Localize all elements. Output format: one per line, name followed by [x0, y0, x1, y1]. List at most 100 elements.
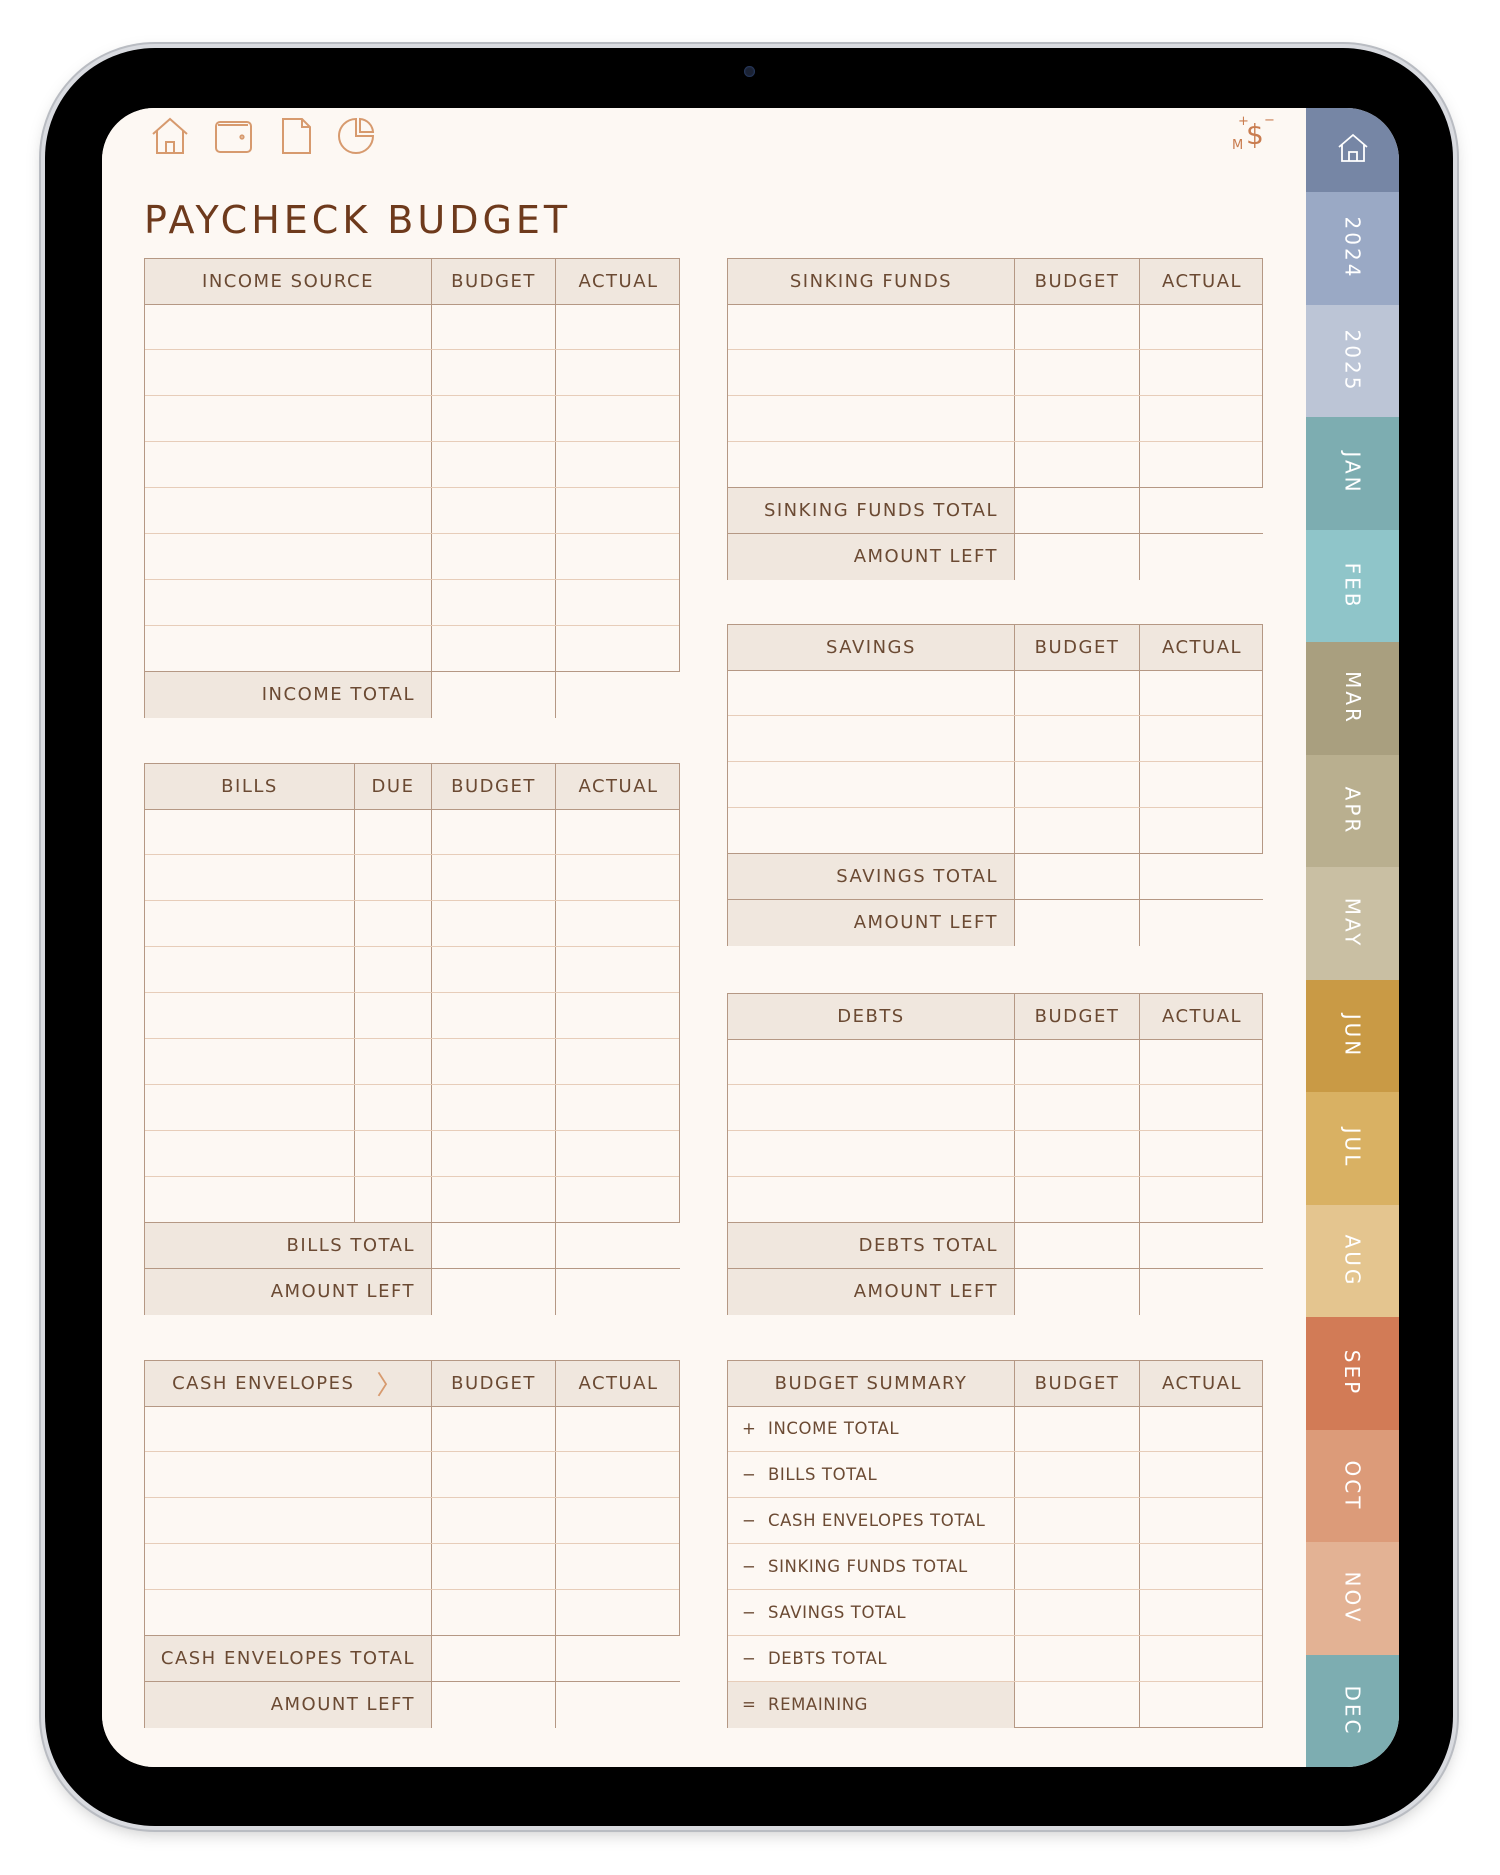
- input-cell[interactable]: [556, 442, 681, 487]
- actual-cell[interactable]: [1140, 1590, 1264, 1635]
- actual-total-cell[interactable]: [1140, 487, 1264, 533]
- actual-cell[interactable]: [1140, 1544, 1264, 1589]
- input-cell[interactable]: [1140, 670, 1264, 715]
- input-cell[interactable]: [145, 1451, 432, 1497]
- input-cell[interactable]: [728, 441, 1015, 487]
- input-cell[interactable]: [728, 303, 1015, 349]
- input-cell[interactable]: [432, 533, 556, 579]
- document-icon[interactable]: [276, 116, 316, 156]
- input-cell[interactable]: [556, 350, 681, 395]
- input-cell[interactable]: [556, 901, 681, 946]
- tab-jun[interactable]: JUN: [1306, 979, 1399, 1092]
- budget-cell[interactable]: [1015, 1681, 1140, 1728]
- input-cell[interactable]: [145, 579, 432, 625]
- input-cell[interactable]: [1015, 441, 1140, 487]
- budget-total-cell[interactable]: [432, 1635, 556, 1681]
- actual-cell[interactable]: [1140, 1406, 1264, 1451]
- input-cell[interactable]: [1140, 762, 1264, 807]
- input-cell[interactable]: [1015, 669, 1140, 715]
- actual-total-cell[interactable]: [556, 1222, 681, 1268]
- input-cell[interactable]: [1140, 1085, 1264, 1130]
- budget-total-cell[interactable]: [1015, 533, 1140, 580]
- input-cell[interactable]: [355, 1130, 432, 1176]
- input-cell[interactable]: [728, 1176, 1015, 1222]
- input-cell[interactable]: [432, 487, 556, 533]
- actual-total-cell[interactable]: [1140, 1268, 1264, 1315]
- input-cell[interactable]: [145, 1084, 355, 1130]
- input-cell[interactable]: [145, 1176, 355, 1222]
- input-cell[interactable]: [556, 1406, 681, 1451]
- input-cell[interactable]: [556, 1085, 681, 1130]
- input-cell[interactable]: [432, 1497, 556, 1543]
- input-cell[interactable]: [556, 1498, 681, 1543]
- budget-total-cell[interactable]: [1015, 1222, 1140, 1268]
- input-cell[interactable]: [432, 1405, 556, 1451]
- input-cell[interactable]: [432, 992, 556, 1038]
- input-cell[interactable]: [355, 808, 432, 854]
- actual-total-cell[interactable]: [1140, 1222, 1264, 1268]
- tab-2025[interactable]: 2025: [1306, 304, 1399, 417]
- input-cell[interactable]: [728, 715, 1015, 761]
- tab-aug[interactable]: AUG: [1306, 1204, 1399, 1317]
- input-cell[interactable]: [556, 626, 681, 671]
- input-cell[interactable]: [1015, 1176, 1140, 1222]
- input-cell[interactable]: [432, 1589, 556, 1635]
- input-cell[interactable]: [1140, 1131, 1264, 1176]
- input-cell[interactable]: [556, 1452, 681, 1497]
- home-icon[interactable]: [150, 116, 190, 156]
- input-cell[interactable]: [432, 441, 556, 487]
- input-cell[interactable]: [432, 854, 556, 900]
- actual-cell[interactable]: [1140, 1682, 1264, 1728]
- tab-2024[interactable]: 2024: [1306, 192, 1399, 305]
- input-cell[interactable]: [556, 1177, 681, 1222]
- input-cell[interactable]: [556, 947, 681, 992]
- actual-cell[interactable]: [1140, 1636, 1264, 1681]
- input-cell[interactable]: [556, 534, 681, 579]
- input-cell[interactable]: [145, 808, 355, 854]
- budget-cell[interactable]: [1015, 1451, 1140, 1497]
- actual-cell[interactable]: [1140, 1498, 1264, 1543]
- input-cell[interactable]: [432, 1176, 556, 1222]
- input-cell[interactable]: [355, 900, 432, 946]
- input-cell[interactable]: [432, 349, 556, 395]
- input-cell[interactable]: [1140, 442, 1264, 487]
- input-cell[interactable]: [1015, 1084, 1140, 1130]
- budget-cell[interactable]: [1015, 1589, 1140, 1635]
- input-cell[interactable]: [355, 946, 432, 992]
- tab-mar[interactable]: MAR: [1306, 642, 1399, 755]
- input-cell[interactable]: [556, 809, 681, 854]
- input-cell[interactable]: [556, 1544, 681, 1589]
- input-cell[interactable]: [432, 579, 556, 625]
- input-cell[interactable]: [145, 1589, 432, 1635]
- input-cell[interactable]: [432, 808, 556, 854]
- input-cell[interactable]: [556, 1131, 681, 1176]
- actual-total-cell[interactable]: [1140, 853, 1264, 899]
- tab-feb[interactable]: FEB: [1306, 529, 1399, 642]
- input-cell[interactable]: [355, 854, 432, 900]
- input-cell[interactable]: [145, 1405, 432, 1451]
- input-cell[interactable]: [728, 1038, 1015, 1084]
- input-cell[interactable]: [355, 992, 432, 1038]
- tab-nov[interactable]: NOV: [1306, 1542, 1399, 1655]
- input-cell[interactable]: [1140, 716, 1264, 761]
- input-cell[interactable]: [432, 1084, 556, 1130]
- tab-oct[interactable]: OCT: [1306, 1429, 1399, 1542]
- input-cell[interactable]: [145, 349, 432, 395]
- budget-cell[interactable]: [1015, 1405, 1140, 1451]
- input-cell[interactable]: [145, 303, 432, 349]
- tab-sep[interactable]: SEP: [1306, 1317, 1399, 1430]
- input-cell[interactable]: [432, 395, 556, 441]
- input-cell[interactable]: [432, 625, 556, 671]
- input-cell[interactable]: [728, 349, 1015, 395]
- budget-total-cell[interactable]: [432, 1681, 556, 1728]
- input-cell[interactable]: [556, 1590, 681, 1635]
- input-cell[interactable]: [145, 992, 355, 1038]
- input-cell[interactable]: [728, 807, 1015, 853]
- budget-total-cell[interactable]: [1015, 1268, 1140, 1315]
- actual-total-cell[interactable]: [556, 1268, 681, 1315]
- input-cell[interactable]: [432, 900, 556, 946]
- input-cell[interactable]: [145, 441, 432, 487]
- input-cell[interactable]: [556, 993, 681, 1038]
- input-cell[interactable]: [1015, 349, 1140, 395]
- input-cell[interactable]: [1015, 807, 1140, 853]
